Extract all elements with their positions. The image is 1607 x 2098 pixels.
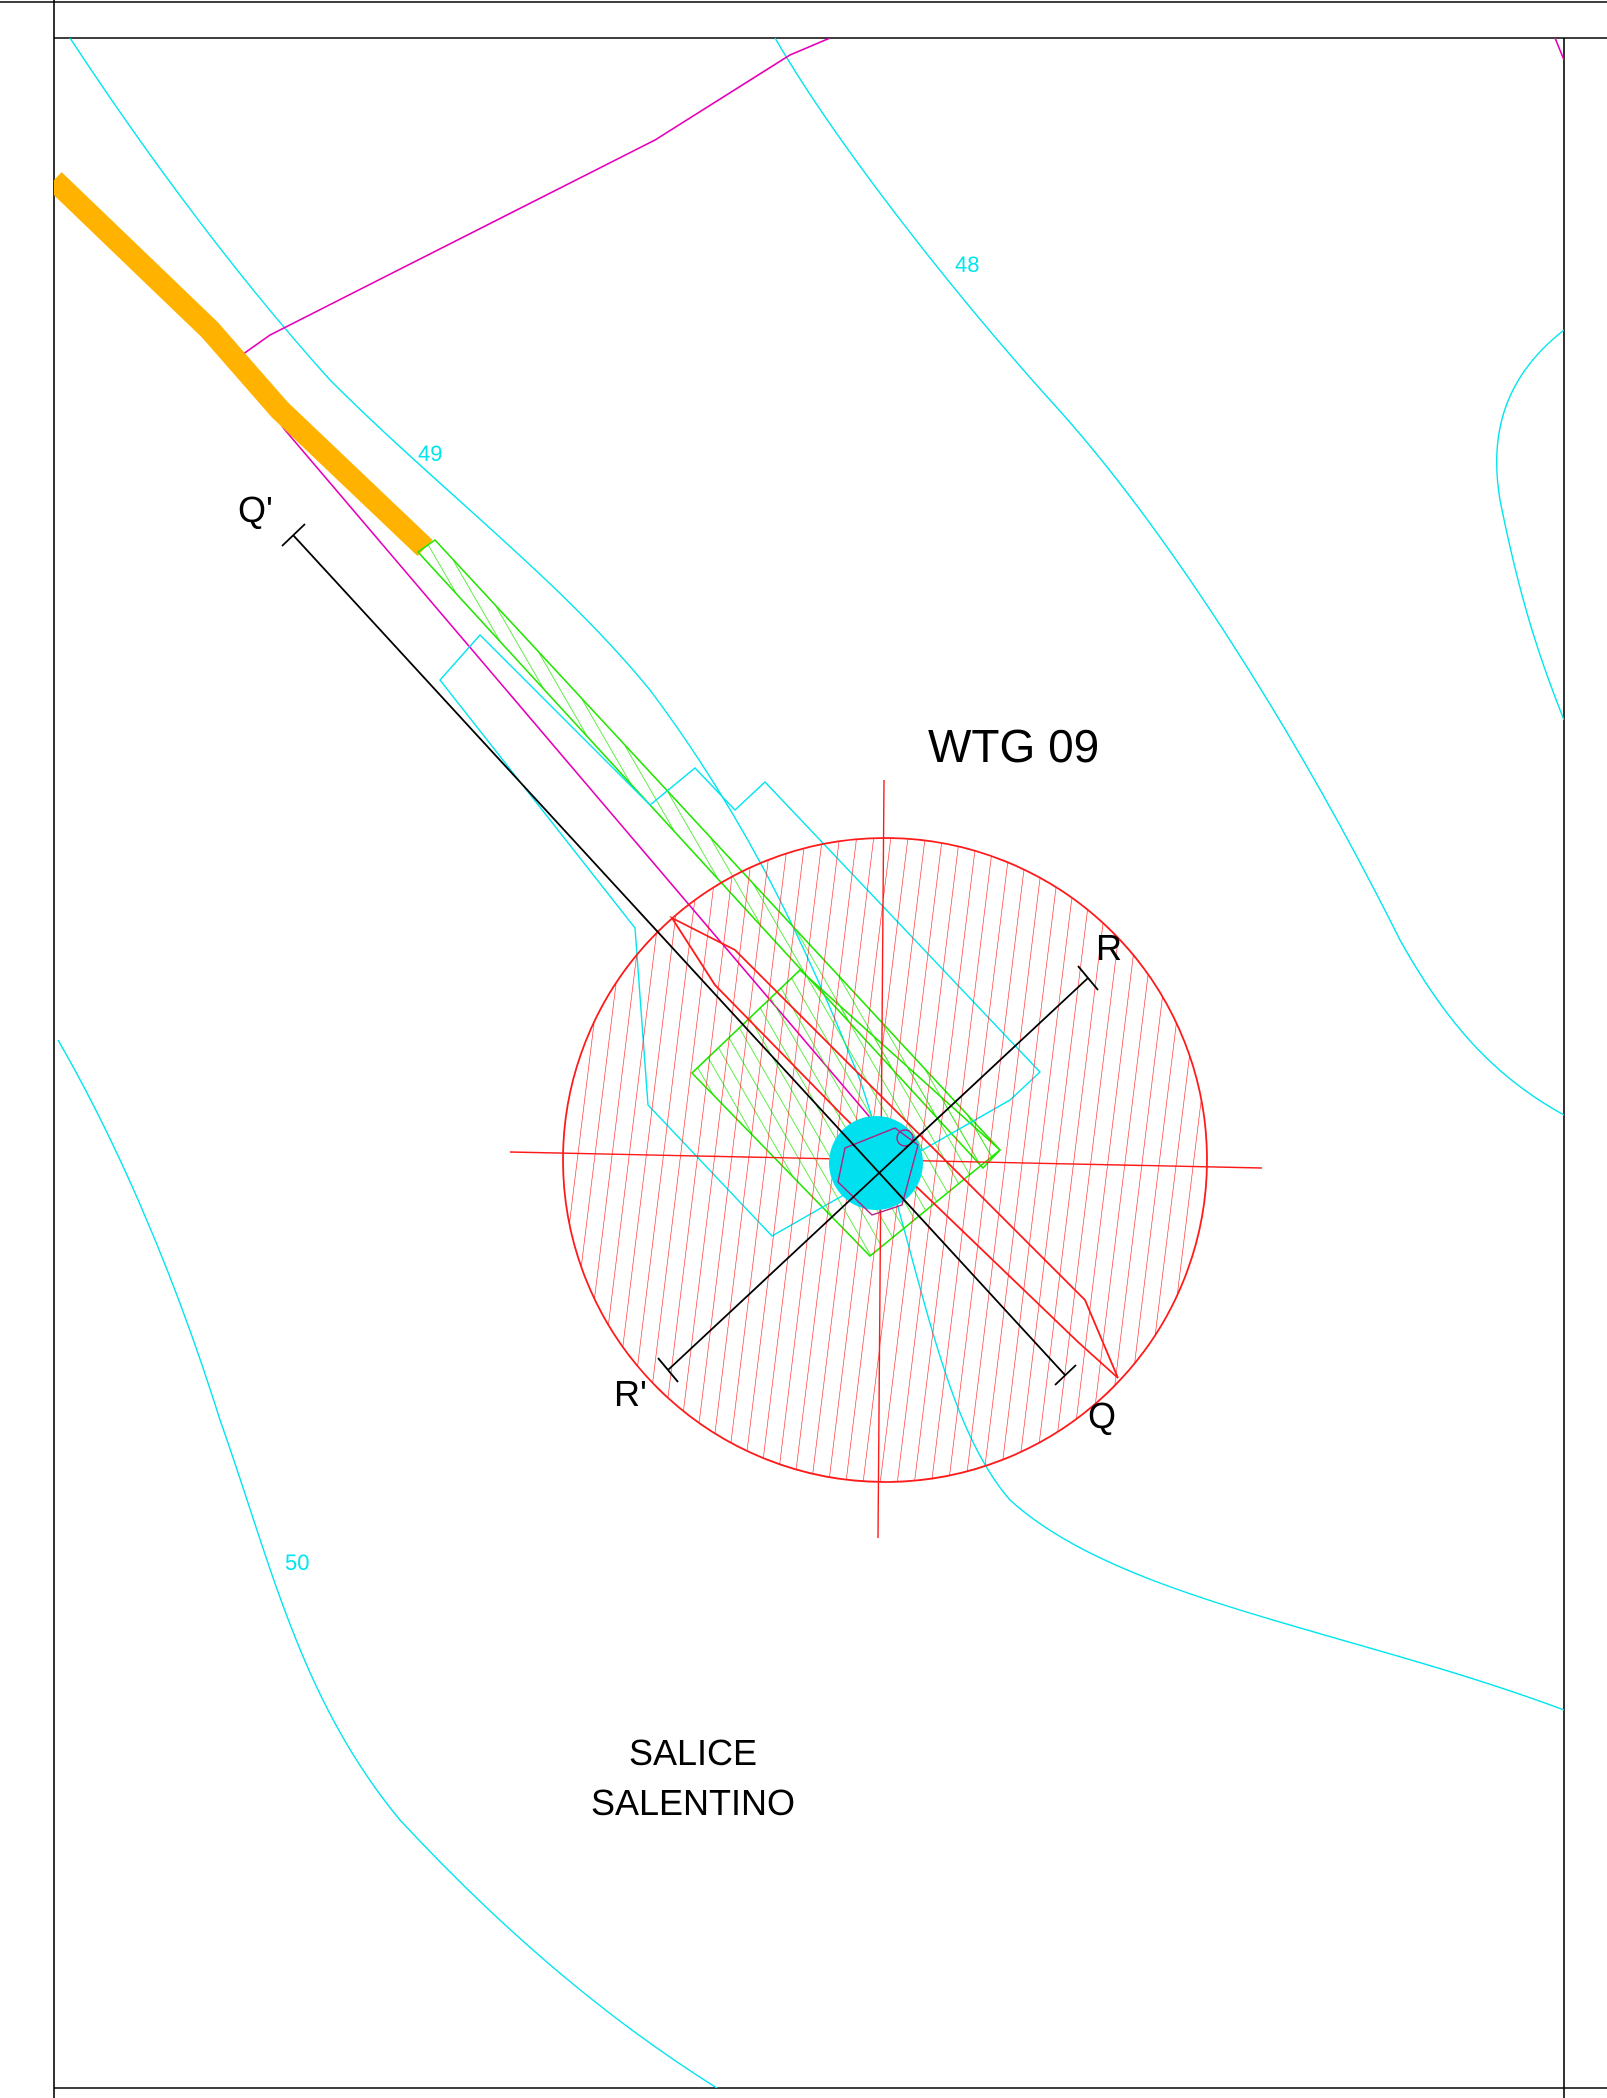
municipality-label-line2: SALENTINO bbox=[591, 1782, 795, 1823]
blade-footprint bbox=[669, 915, 1119, 1379]
existing-road bbox=[54, 172, 433, 556]
section-label-r-start: R bbox=[1096, 927, 1122, 968]
municipality-label-line1: SALICE bbox=[629, 1732, 757, 1773]
contour-label-48: 48 bbox=[955, 252, 979, 277]
contour-48-line bbox=[774, 38, 1564, 1116]
tower-hub bbox=[896, 1129, 914, 1147]
section-r bbox=[657, 965, 1099, 1383]
turbine-tower bbox=[837, 1127, 919, 1216]
contour-label-49: 49 bbox=[418, 441, 442, 466]
turbine-label: WTG 09 bbox=[928, 720, 1099, 772]
parcel-boundary-ne bbox=[1554, 38, 1564, 61]
section-label-q-end: Q bbox=[1088, 1395, 1116, 1436]
turbine-foundation bbox=[829, 1116, 923, 1210]
section-label-q-start: Q' bbox=[238, 489, 273, 530]
section-label-r-end: R' bbox=[614, 1373, 647, 1414]
section-q bbox=[281, 523, 1077, 1386]
contour-east-line bbox=[1495, 329, 1564, 721]
contour-50-line bbox=[57, 1039, 719, 2088]
contour-label-50: 50 bbox=[285, 1550, 309, 1575]
